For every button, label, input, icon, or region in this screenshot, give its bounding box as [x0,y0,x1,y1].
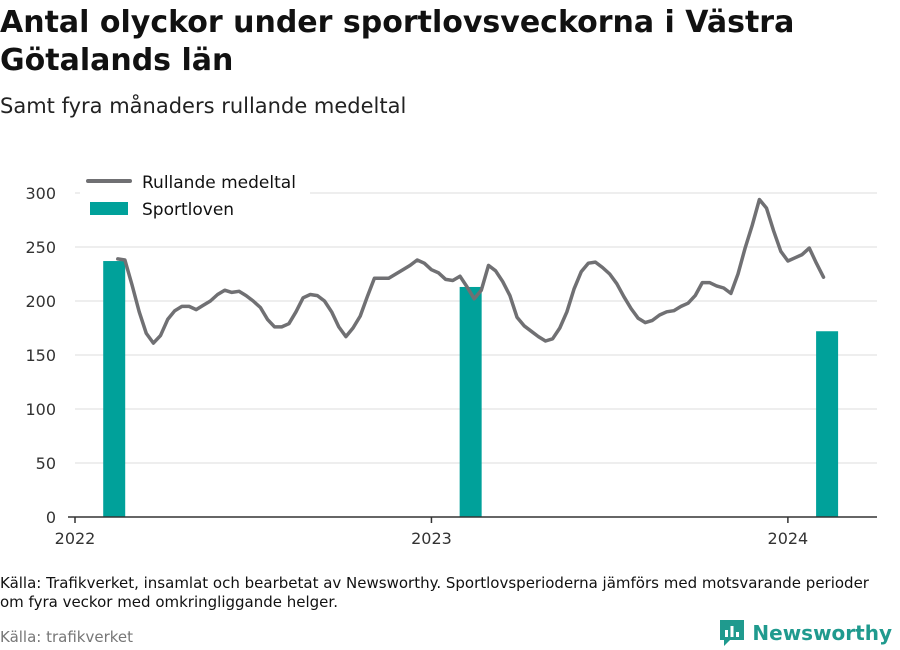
y-tick-label: 100 [25,400,56,419]
newsworthy-chart-bubble-icon [720,620,745,646]
bar-series [103,261,839,517]
legend-bar-swatch [90,202,128,215]
legend-label-bars: Sportloven [142,200,234,220]
y-tick-label: 50 [36,454,56,473]
legend: Rullande medeltal Sportloven [80,170,310,228]
brand-logo[interactable]: Newsworthy [718,618,892,648]
y-tick-label: 250 [25,238,56,257]
x-tick-label: 2024 [768,529,809,548]
y-tick-label: 0 [46,508,56,527]
footnote: Källa: Trafikverket, insamlat och bearbe… [0,574,869,611]
x-tick-label: 2023 [411,529,452,548]
y-axis-ticks: 0 50 100 150 200 250 300 [25,184,56,527]
sportlov-bar [816,331,839,517]
y-tick-label: 150 [25,346,56,365]
chart-subtitle: Samt fyra månaders rullande medeltal [0,94,407,118]
y-tick-label: 300 [25,184,56,203]
sportlov-bar [103,261,126,517]
chart-title: Antal olyckor under sportlovsveckorna i … [0,5,795,78]
rolling-average-line [116,197,826,345]
line-series [116,197,826,345]
brand-name: Newsworthy [752,621,892,645]
x-tick-label: 2022 [55,529,96,548]
source-note: Källa: trafikverket [0,628,134,646]
sportlov-bar [459,286,482,517]
legend-label-line: Rullande medeltal [142,173,296,193]
y-tick-label: 200 [25,292,56,311]
x-axis: 2022 2023 2024 [55,516,877,548]
chart-svg: 0 50 100 150 200 250 300 2022 2023 2024 Rullande… [25,170,877,548]
